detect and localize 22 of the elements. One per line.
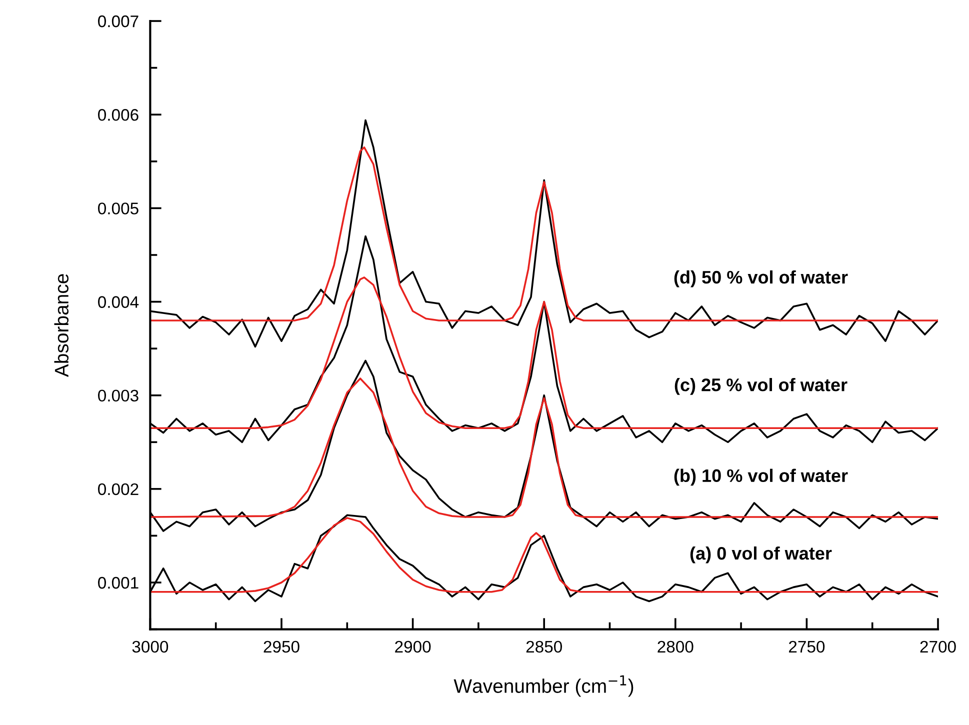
x-tick-label: 2800 (658, 640, 694, 653)
series-label: (c) 25 % vol of water (674, 378, 848, 395)
x-axis-title: Wavenumber (cm$^{−1}$) (454, 675, 634, 697)
y-tick-label: 0.003 (98, 390, 138, 402)
x-tick-label: 2850 (526, 640, 562, 653)
y-tick-label: 0.001 (98, 576, 138, 589)
x-tick-label: 2750 (788, 640, 825, 653)
series-label: (b) 10 % vol of water (674, 468, 848, 486)
x-tick-label: 2950 (264, 640, 300, 653)
y-tick-label: 0.002 (98, 483, 138, 496)
y-tick-label: 0.004 (98, 296, 139, 308)
x-tick-label: 3000 (132, 640, 168, 653)
line-series (150, 146, 938, 322)
x-tick-label: 2900 (395, 640, 431, 653)
y-tick-label: 0.006 (98, 109, 138, 121)
y-tick-label: 0.005 (98, 202, 138, 214)
y-tick-label: 0.007 (98, 15, 138, 28)
x-tick-label: 2700 (920, 640, 956, 653)
y-axis-title: Absorbance (54, 274, 69, 378)
line-series (150, 378, 938, 518)
series-label: (a) 0 vol of water (690, 546, 832, 564)
series-label: (d) 50 % vol of water (674, 270, 848, 288)
